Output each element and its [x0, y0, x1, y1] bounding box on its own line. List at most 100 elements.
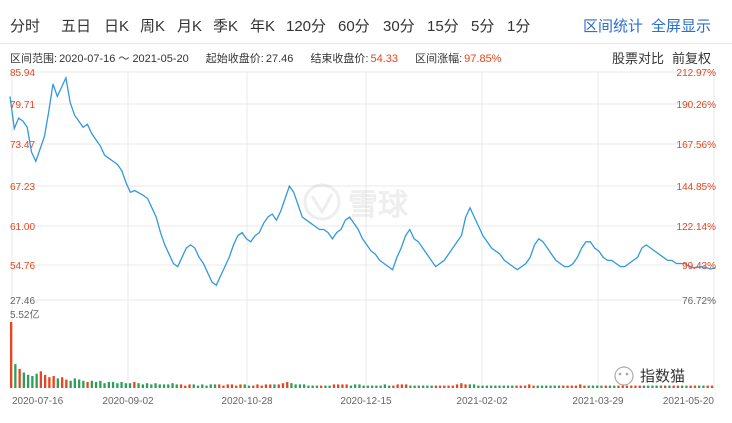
volume-bars — [10, 322, 714, 388]
volume-bar — [583, 385, 586, 388]
volume-bar — [434, 385, 437, 388]
tab-5min[interactable]: 5分 — [471, 18, 495, 35]
change-label: 区间涨幅: — [415, 53, 463, 65]
volume-bar — [294, 384, 297, 388]
volume-bar — [638, 385, 641, 388]
volume-bar — [286, 382, 289, 388]
volume-bar — [65, 379, 68, 388]
volume-bar — [184, 385, 187, 388]
stock-compare-button[interactable]: 股票对比 — [612, 51, 665, 66]
right-tick-label: 144.85% — [677, 182, 717, 193]
volume-bar — [579, 384, 582, 388]
volume-bar — [73, 378, 76, 388]
volume-bar — [252, 385, 255, 388]
volume-bar — [710, 385, 714, 388]
tab-timeshare[interactable]: 分时 — [10, 18, 41, 35]
volume-bar — [659, 385, 663, 388]
volume-bar — [362, 385, 365, 388]
left-tick-label: 54.76 — [10, 261, 35, 272]
volume-bar — [341, 384, 344, 388]
volume-bar — [447, 385, 450, 388]
change-value: 97.85% — [464, 53, 502, 65]
volume-bar — [681, 385, 684, 388]
volume-bar — [591, 385, 595, 388]
volume-bar — [328, 385, 331, 388]
volume-bar — [158, 384, 161, 388]
volume-bar — [145, 383, 149, 388]
volume-bar — [154, 383, 157, 388]
volume-bar — [61, 377, 64, 388]
volume-bar — [485, 385, 488, 388]
volume-bar — [31, 376, 34, 388]
tab-30min[interactable]: 30分 — [383, 18, 415, 35]
volume-bar — [596, 385, 599, 388]
volume-bar — [375, 385, 378, 388]
volume-bar — [511, 385, 514, 388]
volume-bar — [86, 382, 89, 388]
volume-bar — [430, 385, 433, 388]
right-tick-label: 122.14% — [677, 222, 717, 233]
volume-bar — [604, 385, 607, 388]
volume-bar — [103, 383, 106, 388]
tab-60min[interactable]: 60分 — [338, 18, 370, 35]
volume-bar — [192, 384, 195, 388]
volume-bar — [290, 383, 293, 388]
volume-bar — [634, 385, 637, 388]
volume-bar — [642, 385, 646, 388]
volume-bar — [222, 385, 225, 388]
left-tick-label: 61.00 — [10, 222, 35, 233]
tab-yearly-k[interactable]: 年K — [250, 18, 276, 35]
tab-five-day[interactable]: 五日 — [61, 18, 92, 35]
volume-bar — [324, 385, 327, 388]
volume-bar — [94, 382, 98, 388]
tab-1min[interactable]: 1分 — [507, 18, 531, 35]
range-stats-button[interactable]: 区间统计 — [583, 18, 644, 35]
x-tick-label: 2021-02-02 — [456, 396, 508, 407]
tab-weekly-k[interactable]: 周K — [140, 18, 166, 35]
tab-monthly-k[interactable]: 月K — [177, 18, 203, 35]
volume-bar — [651, 385, 654, 388]
volume-bar — [201, 384, 204, 388]
volume-bar — [417, 385, 420, 388]
badge-text: 指数猫 — [640, 368, 685, 385]
volume-bar — [256, 384, 259, 388]
volume-bar — [549, 385, 552, 388]
volume-bar — [672, 385, 675, 388]
volume-bar — [702, 385, 705, 388]
volume-bar — [545, 385, 548, 388]
tab-daily-k[interactable]: 日K — [104, 18, 130, 35]
fullscreen-button[interactable]: 全屏显示 — [651, 18, 712, 35]
volume-bar — [218, 384, 221, 388]
volume-bar — [10, 322, 13, 388]
volume-bar — [137, 383, 140, 388]
volume-bar — [532, 385, 535, 388]
price-adjust-button[interactable]: 前复权 — [672, 51, 712, 66]
volume-bar — [150, 384, 153, 388]
volume-bar — [502, 385, 505, 388]
volume-bar — [562, 385, 565, 388]
volume-bar — [685, 385, 688, 388]
tab-120min[interactable]: 120分 — [286, 18, 327, 35]
volume-bar — [392, 385, 395, 388]
volume-bar — [345, 384, 348, 388]
volume-bar — [260, 385, 263, 388]
price-line — [9, 75, 716, 287]
tab-quarterly-k[interactable]: 季K — [213, 18, 239, 35]
volume-bar — [48, 377, 51, 388]
volume-bar — [320, 385, 323, 388]
tab-15min[interactable]: 15分 — [427, 18, 459, 35]
volume-max-label: 5.52亿 — [10, 308, 39, 321]
volume-bar — [528, 384, 531, 388]
wechat-icon — [614, 366, 634, 386]
volume-bar — [566, 385, 569, 388]
volume-bar — [426, 385, 429, 388]
x-tick-label: 2020-12-15 — [340, 396, 392, 407]
volume-bar — [630, 385, 633, 388]
volume-bar — [39, 371, 42, 388]
volume-bar — [307, 385, 310, 388]
volume-bar — [388, 385, 391, 388]
volume-bar — [171, 383, 174, 388]
volume-bar — [69, 380, 72, 388]
volume-bar — [315, 385, 319, 388]
volume-bar — [22, 372, 25, 388]
